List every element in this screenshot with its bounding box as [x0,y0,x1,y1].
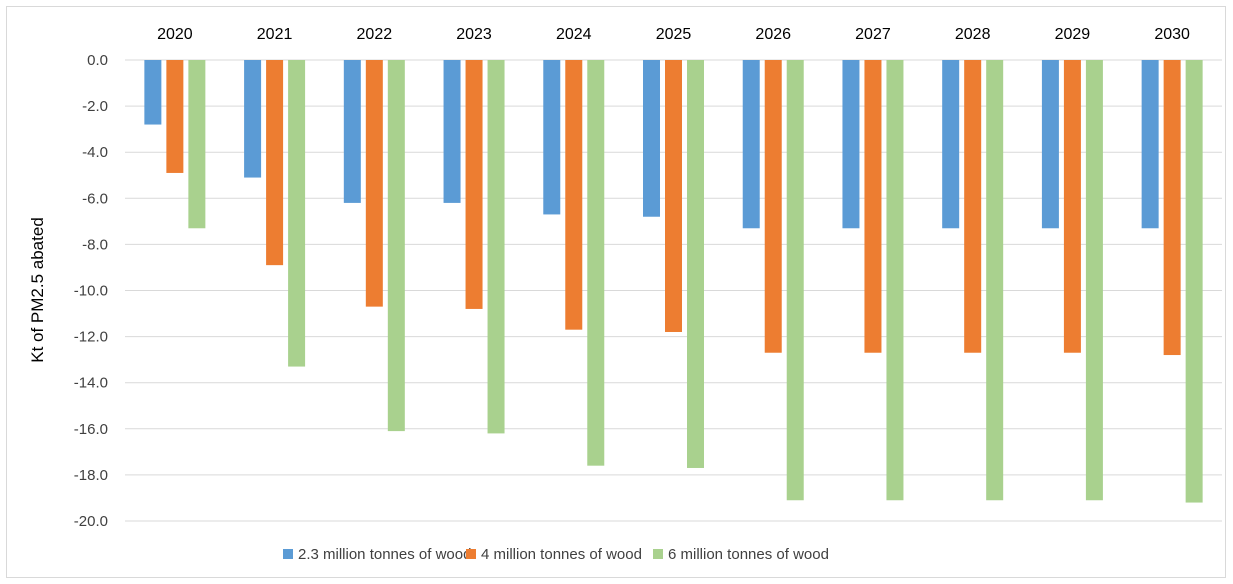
category-label: 2028 [955,26,991,43]
legend-item: 6 million tonnes of wood [653,546,829,563]
category-label: 2025 [656,26,692,43]
legend-swatch [653,549,663,559]
chart-frame [6,6,1226,578]
bar [1163,60,1181,356]
y-axis-title: Kt of PM2.5 abated [28,217,47,363]
bar [687,60,704,468]
category-label: 2029 [1055,26,1091,43]
legend-swatch [283,549,293,559]
bar [543,60,561,215]
category-label: 2022 [357,26,393,43]
bar [842,60,860,229]
y-tick-label: -2.0 [82,98,108,115]
bar [565,60,583,330]
bar [864,60,882,353]
bar [1085,60,1103,501]
bar [487,60,505,434]
bar [886,60,904,501]
bar [986,60,1004,501]
y-tick-label: -14.0 [74,375,108,392]
bar [244,60,262,178]
bar [266,60,284,266]
bar [1185,60,1203,503]
bar [343,60,361,203]
bar [188,60,206,229]
bar [643,60,660,217]
bar [144,60,162,125]
legend-label: 2.3 million tonnes of wood [298,546,471,563]
bar [942,60,960,229]
bar [1141,60,1159,229]
bars [144,60,1203,503]
legend: 2.3 million tonnes of wood 4 million tonn… [283,546,829,563]
bar [1041,60,1059,229]
legend-label: 4 million tonnes of wood [481,546,642,563]
category-label: 2021 [257,26,293,43]
legend-swatch [466,549,476,559]
gridlines [125,59,1222,522]
y-tick-label: -10.0 [74,283,108,300]
bar [742,60,760,229]
bar [443,60,461,203]
category-label: 2026 [755,26,791,43]
bar [365,60,383,307]
y-tick-label: -16.0 [74,421,108,438]
bar [166,60,184,173]
bar [1063,60,1081,353]
y-axis-tick-labels: 0.0 -2.0 -4.0 -6.0 -8.0 -10.0 -12.0 -14.0 -16.0 -… [74,52,108,530]
bar [288,60,306,367]
category-label: 2020 [157,26,193,43]
y-tick-label: -8.0 [82,236,108,253]
bar [964,60,982,353]
y-tick-label: -12.0 [74,329,108,346]
category-label: 2024 [556,26,592,43]
bar [587,60,605,466]
legend-label: 6 million tonnes of wood [668,546,829,563]
y-tick-label: -20.0 [74,513,108,530]
bar [665,60,682,332]
category-label: 2023 [456,26,492,43]
bar [387,60,405,432]
bar [786,60,804,501]
y-tick-label: -18.0 [74,467,108,484]
legend-item: 4 million tonnes of wood [466,546,642,563]
y-tick-label: -4.0 [82,144,108,161]
y-tick-label: -6.0 [82,190,108,207]
category-label: 2030 [1154,26,1190,43]
y-tick-label: 0.0 [87,52,108,69]
bar [465,60,483,309]
category-labels: 2020 2021 2022 2023 2024 2025 2026 2027 2028 2029… [157,26,1190,43]
legend-item: 2.3 million tonnes of wood [283,546,471,563]
category-label: 2027 [855,26,891,43]
bar [764,60,782,353]
